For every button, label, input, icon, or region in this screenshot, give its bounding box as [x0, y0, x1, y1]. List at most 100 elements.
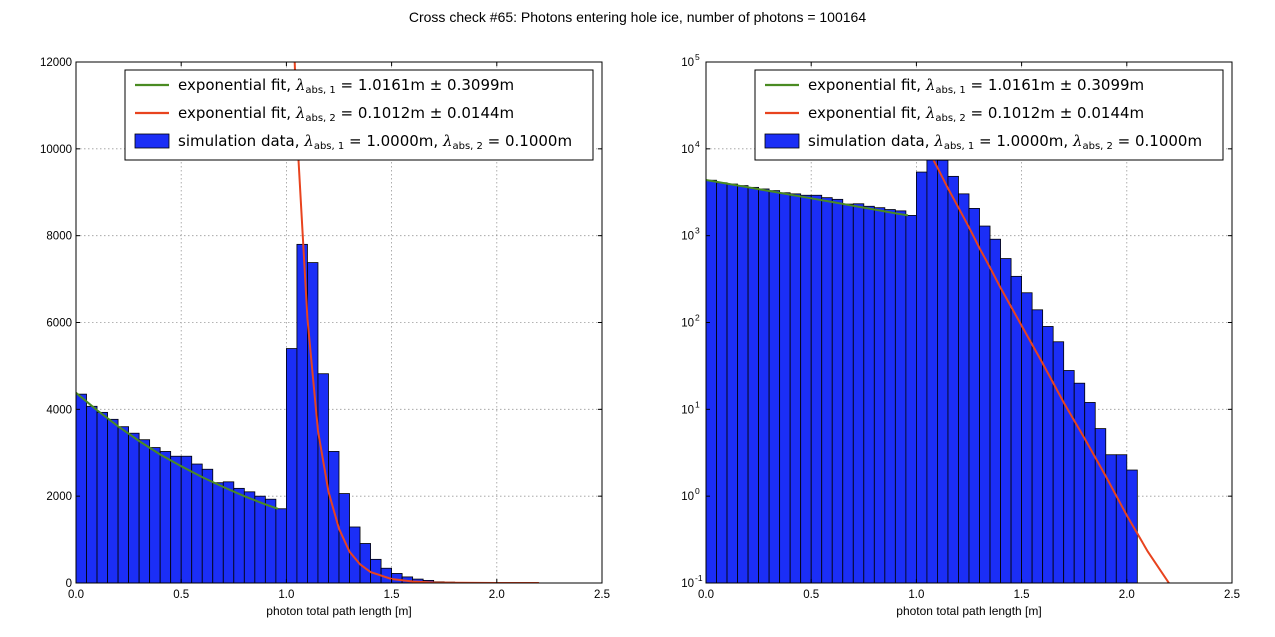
histogram-bar — [737, 185, 749, 583]
y-tick-label: 10 — [681, 57, 694, 69]
y-tick-exponent: 0 — [695, 486, 700, 496]
x-tick-label: 2.5 — [594, 589, 610, 601]
exponential-fit-2-line — [919, 133, 1170, 583]
x-tick-label: 0.0 — [698, 589, 714, 601]
x-tick-label: 0.5 — [803, 589, 819, 601]
histogram-bar — [1000, 258, 1012, 583]
x-tick-label: 2.0 — [489, 589, 505, 601]
histogram-bar — [884, 209, 896, 583]
histogram-bar — [370, 558, 382, 583]
y-tick-label: 10 — [681, 404, 694, 416]
histogram-bar — [873, 207, 886, 583]
histogram-bar — [149, 447, 161, 583]
exponential-fit-1-line — [76, 392, 279, 510]
y-tick-exponent: 5 — [695, 52, 700, 62]
histogram-bar — [275, 508, 287, 583]
histogram-bar — [128, 432, 140, 583]
histogram-bar — [979, 225, 991, 583]
fit-lines — [706, 133, 1170, 583]
y-tick-label: 6000 — [46, 318, 72, 330]
histogram-bar — [905, 215, 917, 583]
histogram-bar — [159, 451, 172, 583]
histogram-bar — [222, 481, 235, 583]
histogram-bar — [926, 157, 938, 583]
legend-entry-label: exponential fit, λabs, 2 = 0.1012m ± 0.0… — [178, 104, 514, 124]
histogram-bar — [937, 159, 949, 583]
histogram-bar — [1115, 454, 1128, 583]
histogram-bar — [212, 482, 224, 583]
histogram-bar — [821, 197, 833, 583]
histogram-bar — [916, 171, 928, 583]
histogram-bar — [789, 193, 802, 583]
y-tick-label: 2000 — [46, 491, 72, 503]
exponential-fit-1-line — [706, 179, 909, 217]
y-tick-label: 10000 — [40, 144, 72, 156]
histogram-bar — [1073, 382, 1086, 583]
x-tick-label: 2.5 — [1224, 589, 1240, 601]
histogram-bar — [810, 194, 823, 583]
histogram-bar — [117, 426, 130, 583]
x-tick-label: 0.5 — [173, 589, 189, 601]
histogram-bar — [254, 495, 266, 583]
histogram-bar — [359, 543, 371, 583]
histogram-bar — [264, 498, 277, 583]
histogram-bar — [1052, 341, 1065, 583]
histogram-bar — [726, 183, 738, 583]
y-tick-label: 0 — [66, 578, 72, 590]
histogram-bar — [1105, 454, 1117, 583]
histogram-bar — [243, 491, 256, 583]
histogram-bar — [76, 393, 87, 583]
histogram-bar — [958, 193, 970, 583]
y-tick-label: 10 — [681, 491, 694, 503]
histogram-bar — [989, 238, 1001, 583]
histogram-bar — [1084, 402, 1096, 583]
histogram-bar — [800, 194, 812, 583]
legend-patch-swatch — [134, 133, 170, 149]
histogram-bar — [96, 411, 108, 583]
histogram-bar — [968, 208, 980, 583]
histogram-bars — [76, 243, 508, 583]
legend-box — [754, 69, 1224, 161]
histogram-bar — [328, 451, 340, 583]
histogram-bar — [747, 186, 760, 583]
legend-patch-swatch — [764, 133, 800, 149]
x-tick-label: 2.0 — [1119, 589, 1135, 601]
histogram-bar — [842, 203, 854, 583]
histogram-bar — [1094, 428, 1107, 583]
histogram-bar — [201, 468, 214, 583]
legend-entry-label: exponential fit, λabs, 1 = 1.0161m ± 0.3… — [808, 76, 1144, 96]
x-tick-label: 0.0 — [68, 589, 84, 601]
histogram-bar — [180, 455, 193, 583]
histogram-bar — [107, 418, 119, 583]
x-tick-label: 1.5 — [384, 589, 400, 601]
y-tick-label: 12000 — [40, 57, 72, 69]
x-tick-label: 1.0 — [278, 589, 294, 601]
legend-entry-label: exponential fit, λabs, 2 = 0.1012m ± 0.0… — [808, 104, 1144, 124]
legend: exponential fit, λabs, 1 = 1.0161m ± 0.3… — [124, 69, 594, 161]
x-axis-label: photon total path length [m] — [266, 604, 411, 618]
linear-histogram-panel: 0.0 0.5 1.0 1.5 2.0 2.5 photon total path leng… — [40, 57, 610, 618]
y-tick-label: 8000 — [46, 231, 72, 243]
histogram-bar — [779, 192, 791, 583]
histogram-bar — [894, 210, 907, 583]
y-tick-label: 10 — [681, 144, 694, 156]
y-axis: 0 2000 4000 6000 8000 10000 12000 — [40, 57, 602, 590]
histogram-bar — [706, 179, 717, 583]
histogram-bar — [138, 439, 151, 583]
histogram-bar — [86, 405, 98, 583]
legend-entry-label: simulation data, λabs, 1 = 1.0000m, λabs… — [808, 132, 1202, 152]
histogram-bar — [285, 348, 298, 583]
histogram-bar — [831, 198, 844, 583]
figure-title: Cross check #65: Photons entering hole i… — [408, 9, 867, 25]
histogram-bar — [1126, 469, 1138, 583]
histogram-bar — [863, 205, 875, 583]
y-tick-label: 10 — [681, 578, 694, 590]
x-axis: 0.0 0.5 1.0 1.5 2.0 2.5 photon total path leng… — [68, 62, 610, 618]
legend: exponential fit, λabs, 1 = 1.0161m ± 0.3… — [754, 69, 1224, 161]
legend-entry-label: exponential fit, λabs, 1 = 1.0161m ± 0.3… — [178, 76, 514, 96]
x-tick-label: 1.0 — [908, 589, 924, 601]
y-tick-exponent: -1 — [695, 573, 703, 583]
y-tick-label: 10 — [681, 231, 694, 243]
